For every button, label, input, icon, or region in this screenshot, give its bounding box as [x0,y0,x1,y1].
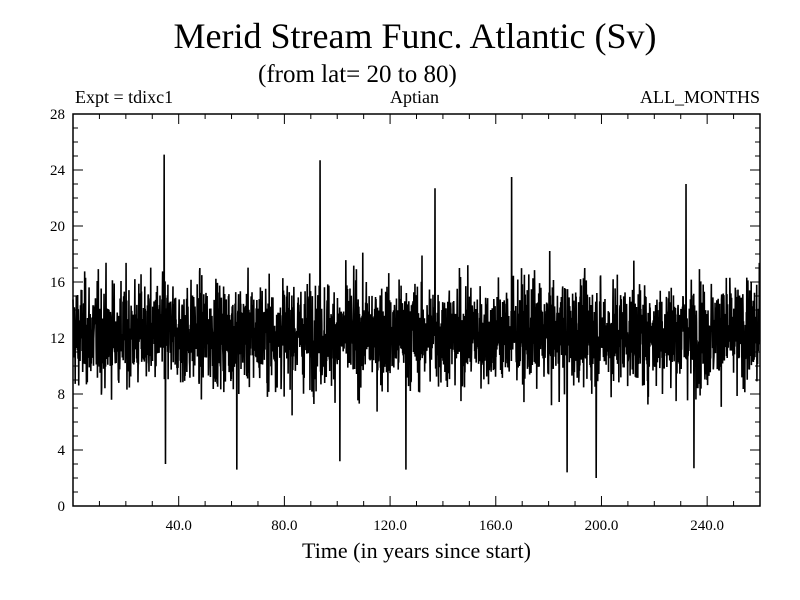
x-axis: 40.0 80.0 120.0 160.0 200.0 240.0 [98,114,735,534]
series-line [72,154,761,479]
y-tick-label: 28 [50,107,65,123]
y-tick-label: 12 [50,331,65,347]
y-tick-label: 0 [58,499,66,515]
x-tick-label: 40.0 [166,518,192,534]
experiment-label: Expt = tdixc1 [75,87,174,107]
x-tick-label: 200.0 [585,518,619,534]
x-tick-label: 80.0 [271,518,297,534]
y-tick-label: 16 [50,275,66,291]
chart-subtitle: (from lat= 20 to 80) [258,61,457,88]
months-label: ALL_MONTHS [640,87,760,107]
x-tick-label: 120.0 [373,518,407,534]
chart-title: Merid Stream Func. Atlantic (Sv) [173,16,657,56]
series-line-path [72,154,761,479]
y-tick-label: 20 [50,219,65,235]
y-tick-label: 8 [58,387,66,403]
y-tick-label: 4 [58,443,66,459]
x-tick-label: 240.0 [690,518,724,534]
x-axis-label: Time (in years since start) [302,538,531,563]
period-label: Aptian [390,87,439,107]
y-axis: 0 4 8 12 16 20 24 28 [50,107,760,515]
x-tick-label: 160.0 [479,518,513,534]
y-tick-label: 24 [50,163,66,179]
